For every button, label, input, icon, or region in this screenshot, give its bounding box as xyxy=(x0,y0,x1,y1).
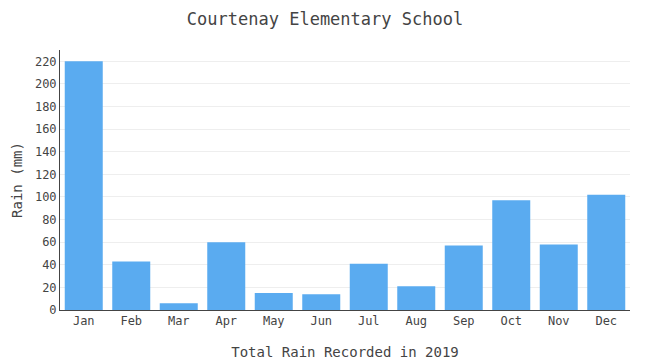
svg-text:20: 20 xyxy=(42,281,56,295)
svg-text:100: 100 xyxy=(35,190,57,204)
svg-text:Oct: Oct xyxy=(500,314,522,328)
svg-text:Nov: Nov xyxy=(548,314,570,328)
svg-text:60: 60 xyxy=(42,235,56,249)
svg-text:220: 220 xyxy=(35,55,57,69)
svg-text:120: 120 xyxy=(35,168,57,182)
svg-text:Mar: Mar xyxy=(168,314,190,328)
svg-text:Sep: Sep xyxy=(453,314,475,328)
svg-text:May: May xyxy=(263,314,285,328)
svg-text:0: 0 xyxy=(49,303,56,317)
svg-text:140: 140 xyxy=(35,145,57,159)
svg-text:Rain (mm): Rain (mm) xyxy=(9,142,25,218)
svg-text:180: 180 xyxy=(35,100,57,114)
svg-text:Dec: Dec xyxy=(595,314,617,328)
svg-text:Jun: Jun xyxy=(310,314,332,328)
svg-text:Jul: Jul xyxy=(358,314,380,328)
svg-text:40: 40 xyxy=(42,258,56,272)
svg-text:Courtenay Elementary School: Courtenay Elementary School xyxy=(187,9,463,29)
svg-text:200: 200 xyxy=(35,77,57,91)
svg-text:Total Rain Recorded in 2019: Total Rain Recorded in 2019 xyxy=(231,344,459,360)
svg-text:160: 160 xyxy=(35,122,57,136)
svg-text:Apr: Apr xyxy=(215,314,237,328)
svg-text:80: 80 xyxy=(42,213,56,227)
svg-text:Feb: Feb xyxy=(120,314,142,328)
svg-text:Aug: Aug xyxy=(405,314,427,328)
svg-text:Jan: Jan xyxy=(73,314,95,328)
